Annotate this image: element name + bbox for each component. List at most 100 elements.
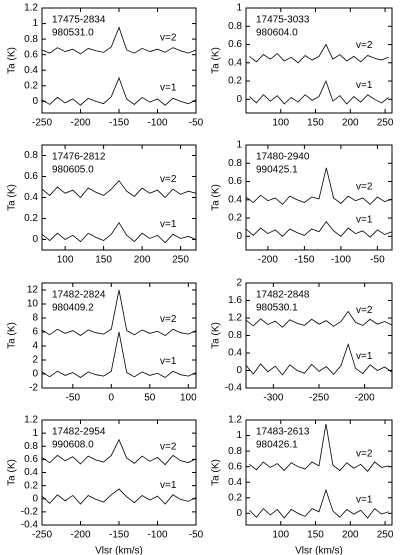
- x-tick-label: -200: [70, 530, 90, 541]
- spectrum-line: [41, 331, 197, 378]
- x-tick-label: -50: [66, 393, 81, 404]
- y-tick-label: 0: [32, 369, 38, 380]
- plot-frame: [245, 7, 393, 114]
- series-label: v=1: [160, 82, 177, 93]
- y-tick-label: 2: [236, 278, 242, 289]
- x-tick-label: -50: [189, 530, 204, 541]
- x-tick-label: -100: [147, 530, 167, 541]
- y-tick-label: 0.8: [228, 158, 242, 169]
- y-tick-label: 6: [32, 327, 38, 338]
- y-tick-label: 0: [32, 96, 38, 107]
- x-tick-label: -100: [331, 255, 351, 266]
- panel: 0 0.2 0.4 0.6 0.8 1 -200 -150 -100 -50 17480-2940 9…: [211, 140, 393, 266]
- x-tick-label: -150: [294, 255, 314, 266]
- source-name: 17482-2848: [256, 290, 310, 301]
- series-label: v=2: [160, 33, 177, 44]
- y-tick-label: 1.6: [228, 295, 242, 306]
- x-tick-label: 0: [109, 393, 115, 404]
- spectrum-line: [245, 221, 393, 238]
- panel: -0.4 0 0.4 0.8 1.2 1.6 2 -300 -250 -200 17482-2848…: [211, 278, 393, 404]
- y-tick-label: 10: [27, 299, 39, 310]
- y-tick-label: -2: [29, 383, 38, 394]
- y-tick-label: -0.4: [21, 520, 39, 531]
- series-label: v=1: [356, 214, 373, 225]
- panel: 0 0.2 0.4 0.6 0.8 100 150 200 250 17476-2812 98060…: [7, 144, 197, 266]
- y-tick-label: 0.2: [24, 213, 38, 224]
- source-name: 17483-2613: [256, 427, 310, 438]
- spectrum-line: [249, 423, 389, 472]
- y-tick-label: 0.4: [228, 194, 242, 205]
- y-tick-label: 0.8: [24, 34, 38, 45]
- y-tick-label: 0: [32, 493, 38, 504]
- x-tick-label: -300: [263, 393, 283, 404]
- y-tick-label: 0.2: [24, 480, 38, 491]
- x-tick-label: 250: [172, 255, 189, 266]
- source-name: 17475-2834: [52, 15, 106, 26]
- source-name: 17482-2824: [52, 290, 106, 301]
- x-tick-label: -100: [147, 118, 167, 129]
- observation-date: 980426.1: [256, 440, 298, 451]
- spectrum-line: [249, 79, 389, 105]
- y-axis-label: Ta (K): [7, 47, 18, 74]
- y-tick-label: 0.6: [228, 461, 242, 472]
- series-label: v=1: [160, 219, 177, 230]
- y-tick-label: 1.2: [228, 313, 242, 324]
- x-tick-label: 150: [307, 118, 324, 129]
- y-axis-label: Ta (K): [7, 459, 18, 486]
- spectrum-line: [41, 180, 197, 199]
- series-label: v=1: [160, 480, 177, 491]
- x-tick-label: -50: [189, 118, 204, 129]
- y-axis-label: Ta (K): [7, 322, 18, 349]
- y-tick-label: 0.4: [228, 477, 242, 488]
- series-label: v=1: [356, 494, 373, 505]
- spectrum-line: [245, 342, 393, 376]
- y-tick-label: 0.8: [24, 150, 38, 161]
- x-tick-label: -250: [32, 530, 52, 541]
- y-tick-label: 0.8: [228, 21, 242, 32]
- y-axis-label: Ta (K): [7, 184, 18, 211]
- y-tick-label: -0.4: [225, 383, 243, 394]
- y-tick-label: 1: [236, 3, 242, 14]
- y-tick-label: 0.6: [228, 39, 242, 50]
- y-tick-label: -0.2: [21, 507, 39, 518]
- y-tick-label: 0.6: [24, 454, 38, 465]
- plot-frame: [41, 282, 197, 389]
- series-label: v=2: [160, 441, 177, 452]
- y-tick-label: 4: [32, 341, 38, 352]
- x-tick-label: -250: [309, 393, 329, 404]
- y-tick-label: 0.4: [228, 348, 242, 359]
- observation-date: 980531.0: [52, 28, 94, 39]
- y-tick-label: 0.2: [228, 213, 242, 224]
- panel: 0 0.2 0.4 0.6 0.8 1 1.2 100 150 200 250 17483-2613 9…: [211, 415, 394, 555]
- x-axis-label: Vlsr (km/s): [295, 546, 343, 555]
- y-tick-label: 0.2: [228, 492, 242, 503]
- spectrum-line: [41, 221, 197, 244]
- spectrum-line: [245, 167, 393, 205]
- y-tick-label: 1: [236, 430, 242, 441]
- x-tick-label: 150: [307, 530, 324, 541]
- spectrum-line: [41, 26, 197, 55]
- y-tick-label: 0.8: [228, 330, 242, 341]
- y-tick-label: 0: [236, 508, 242, 519]
- source-name: 17480-2940: [256, 152, 310, 163]
- observation-date: 980605.0: [52, 165, 94, 176]
- x-tick-label: -200: [70, 118, 90, 129]
- x-tick-label: -50: [370, 255, 385, 266]
- y-tick-label: 1: [32, 18, 38, 29]
- observation-date: 990608.0: [52, 440, 94, 451]
- panel: -0.4 -0.2 0 0.2 0.4 0.6 0.8 1 1.2 -250 -200 -150 -10…: [7, 415, 204, 555]
- series-label: v=2: [160, 314, 177, 325]
- y-tick-label: 0.6: [24, 171, 38, 182]
- x-tick-label: 200: [134, 255, 151, 266]
- spectrum-line: [41, 438, 197, 466]
- x-tick-label: -200: [258, 255, 278, 266]
- x-tick-label: 50: [144, 393, 156, 404]
- y-axis-label: Ta (K): [211, 459, 222, 486]
- series-label: v=1: [356, 351, 373, 362]
- x-tick-label: -150: [109, 530, 129, 541]
- source-name: 17482-2954: [52, 427, 106, 438]
- y-tick-label: 0.2: [228, 76, 242, 87]
- series-label: v=1: [356, 80, 373, 91]
- y-axis-label: Ta (K): [211, 47, 222, 74]
